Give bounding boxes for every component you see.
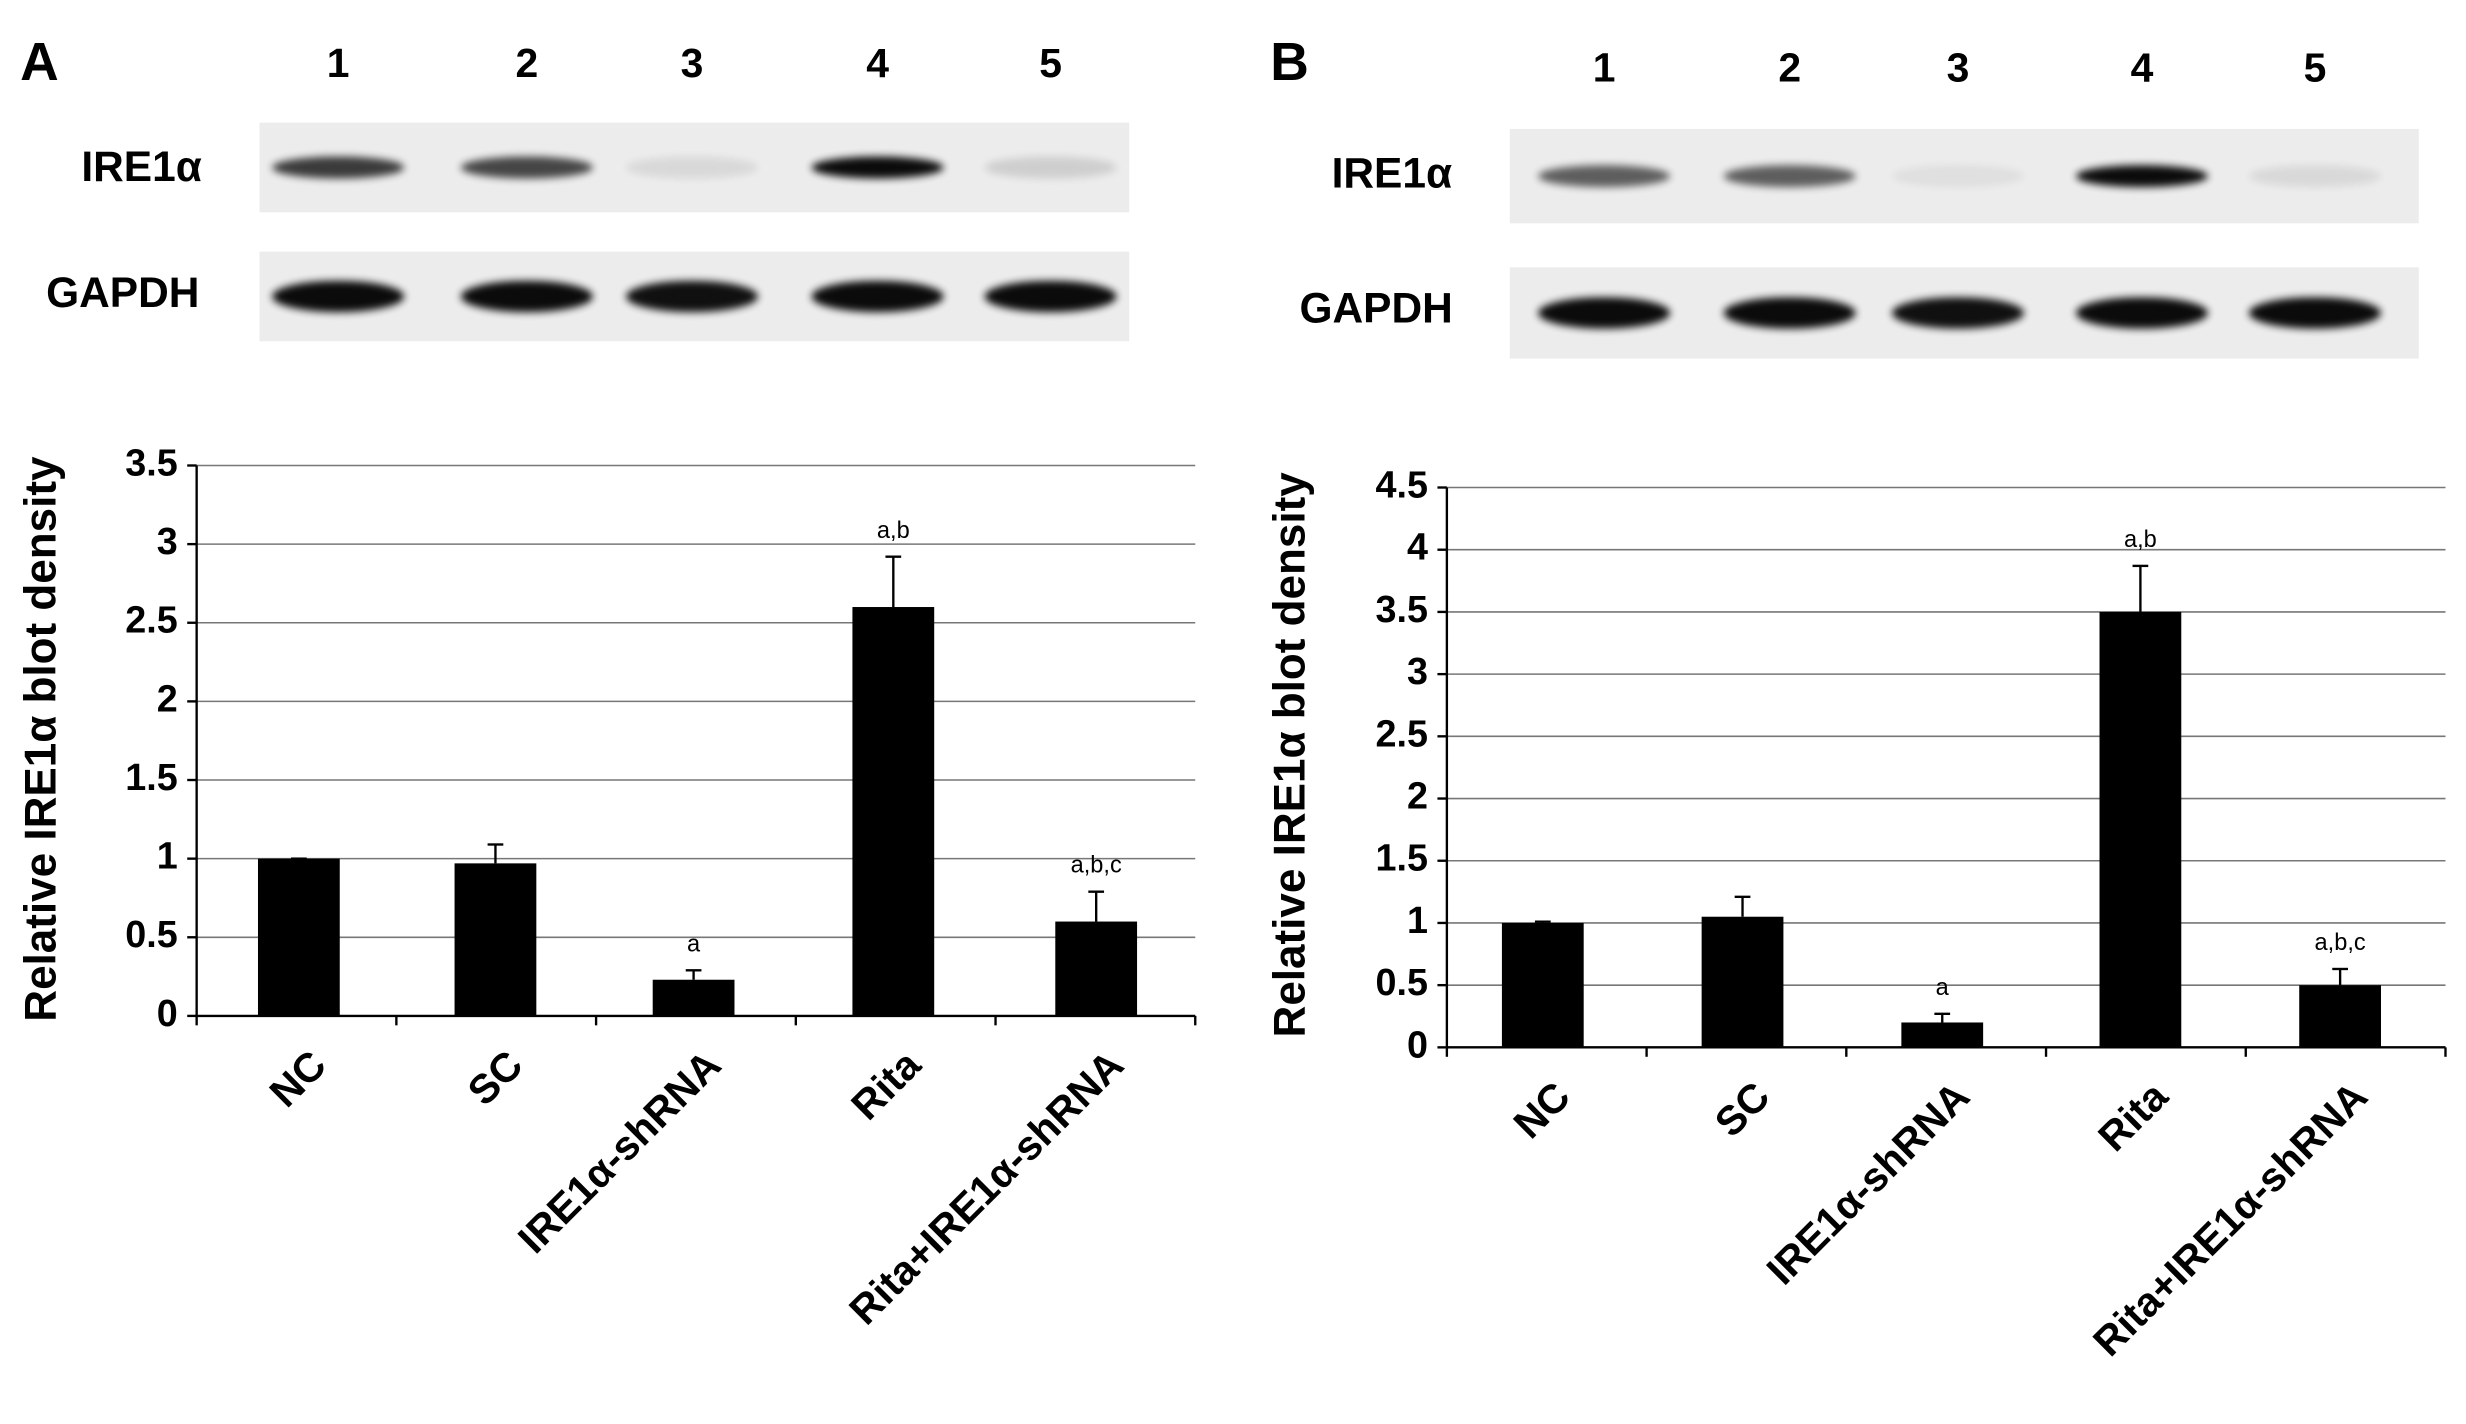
blot-band [1723, 297, 1856, 329]
blot-band [984, 156, 1117, 179]
blot-band [811, 280, 944, 313]
blot-band [984, 280, 1117, 313]
blot-band [2248, 165, 2382, 188]
error-bar [685, 969, 702, 980]
blot-band [625, 156, 759, 179]
bar [454, 863, 537, 1016]
y-tick-label: 1 [157, 835, 178, 877]
y-tick-label: 3.5 [1376, 588, 1428, 630]
bar [1501, 922, 1584, 1048]
y-tick-label: 4 [1407, 526, 1428, 568]
lane-label: 2 [1778, 45, 1801, 91]
blot-band [1891, 165, 2025, 188]
blot-band [1891, 297, 2025, 329]
blot-band [272, 156, 405, 179]
lane-label: 2 [516, 40, 539, 86]
y-tick-label: 3 [157, 520, 178, 562]
y-tick-label: 3.5 [125, 441, 177, 483]
blot-band [1538, 165, 1671, 188]
bar [652, 979, 735, 1016]
bar [852, 607, 935, 1016]
lane-label: 3 [681, 40, 704, 86]
blot-band [1723, 165, 1856, 188]
bar [1055, 921, 1138, 1016]
blot-row-label: GAPDH [46, 269, 199, 316]
bar [1701, 916, 1784, 1048]
y-tick-label: 0.5 [125, 913, 177, 955]
blot-row-label: IRE1α [81, 143, 201, 190]
panel-label: A [20, 33, 59, 92]
y-tick-label: 0 [157, 992, 178, 1034]
blot-band [1538, 297, 1671, 329]
error-bar [885, 555, 902, 608]
y-tick-label: 0 [1407, 1023, 1428, 1065]
x-tick-label: Rita [842, 1041, 929, 1128]
error-bar [1534, 920, 1551, 923]
blot-band [625, 280, 759, 313]
error-bar [2132, 564, 2149, 612]
lane-label: 4 [2131, 45, 2154, 91]
panel-label: B [1270, 33, 1309, 92]
y-tick-label: 4.5 [1376, 463, 1428, 505]
blot-band [2075, 165, 2209, 188]
blot-band [460, 280, 593, 313]
y-tick-label: 1.5 [125, 756, 177, 798]
y-axis-label: Relative IRE1α blot density [1265, 472, 1314, 1038]
significance-label: a,b,c [1071, 852, 1122, 878]
bar [2099, 611, 2182, 1048]
blot-band [272, 280, 405, 313]
y-tick-label: 2.5 [125, 599, 177, 641]
error-bar [2332, 967, 2348, 986]
x-tick-label: IRE1α-shRNA [509, 1041, 730, 1262]
significance-label: a [687, 930, 701, 956]
y-tick-label: 1 [1407, 899, 1428, 941]
y-tick-label: 0.5 [1376, 961, 1428, 1003]
error-bar [1088, 890, 1105, 922]
y-tick-label: 2.5 [1376, 712, 1428, 754]
blot-band [811, 156, 944, 179]
lane-label: 4 [866, 40, 889, 86]
x-tick-label: Rita [2089, 1073, 2176, 1160]
significance-label: a,b [877, 517, 910, 543]
bar [2299, 985, 2382, 1048]
x-tick-label: NC [261, 1041, 335, 1115]
blot-band [460, 156, 593, 179]
y-axis-label: Relative IRE1α blot density [17, 456, 66, 1022]
blot-band [2075, 297, 2209, 329]
lane-label: 5 [2304, 45, 2327, 91]
blot-band [2248, 297, 2382, 329]
y-tick-label: 2 [157, 677, 178, 719]
y-tick-label: 2 [1407, 775, 1428, 817]
lane-label: 5 [1039, 40, 1062, 86]
bar [1901, 1022, 1984, 1048]
error-bar [1934, 1012, 1951, 1023]
y-tick-label: 3 [1407, 650, 1428, 692]
lane-label: 1 [1593, 45, 1616, 91]
error-bar [487, 843, 504, 864]
y-tick-label: 1.5 [1376, 837, 1428, 879]
lane-label: 1 [327, 40, 350, 86]
x-tick-label: IRE1α-shRNA [1758, 1073, 1979, 1294]
bar [257, 858, 340, 1016]
lane-label: 3 [1947, 45, 1970, 91]
significance-label: a,b [2124, 526, 2157, 552]
significance-label: a,b,c [2315, 929, 2366, 955]
significance-label: a [1936, 974, 1950, 1000]
blot-row-label: GAPDH [1299, 285, 1452, 332]
x-tick-label: NC [1505, 1073, 1579, 1147]
x-tick-label: SC [1706, 1073, 1779, 1146]
error-bar [1734, 895, 1751, 917]
x-tick-label: SC [459, 1041, 532, 1114]
blot-row-label: IRE1α [1332, 149, 1452, 196]
